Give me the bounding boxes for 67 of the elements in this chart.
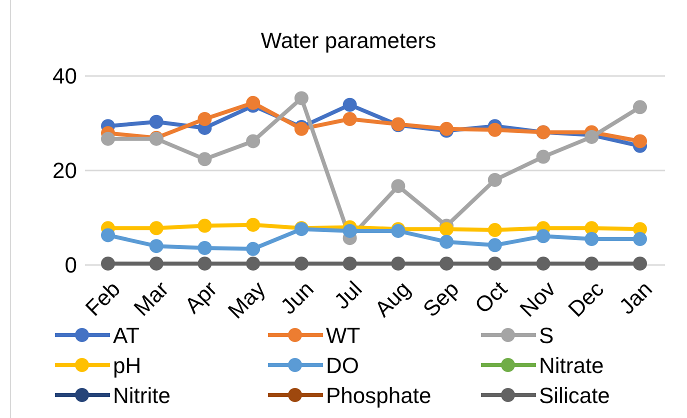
point: [246, 134, 260, 148]
point: [198, 112, 212, 126]
x-tick-label: Apr: [180, 276, 222, 318]
legend-label: Nitrite: [113, 383, 170, 408]
legend-label: Nitrate: [539, 353, 604, 378]
point: [536, 256, 550, 271]
legend-label: Phosphate: [326, 383, 432, 408]
x-tick-label: Jan: [614, 276, 657, 320]
point: [246, 218, 260, 232]
point: [488, 238, 502, 252]
chart-title: Water parameters: [260, 28, 436, 53]
legend-label: DO: [326, 353, 359, 378]
point: [633, 100, 647, 114]
point: [536, 229, 550, 244]
point: [149, 221, 164, 236]
point: [440, 234, 454, 249]
point: [294, 256, 308, 271]
x-tick-label: Jun: [276, 276, 318, 320]
point: [488, 172, 502, 187]
x-tick-label: Oct: [470, 276, 512, 318]
point: [198, 152, 212, 166]
point: [440, 222, 454, 236]
point: [342, 256, 357, 271]
point: [342, 224, 357, 238]
point: [149, 256, 164, 271]
x-tick-label: Nov: [514, 276, 560, 322]
point: [294, 91, 308, 106]
point: [101, 132, 115, 146]
point: [488, 223, 502, 238]
point: [198, 240, 212, 255]
point: [391, 256, 406, 271]
point: [488, 256, 502, 271]
x-tick-label: Feb: [80, 276, 125, 321]
point: [584, 256, 599, 271]
point: [246, 256, 260, 271]
point: [633, 134, 647, 148]
point: [149, 239, 164, 254]
legend-label: Silicate: [539, 383, 610, 408]
point: [101, 228, 115, 242]
point: [342, 98, 357, 112]
point: [391, 179, 406, 194]
point: [246, 96, 260, 110]
point: [633, 232, 647, 246]
point: [149, 114, 164, 129]
point: [342, 112, 357, 126]
x-tick-label: Mar: [128, 276, 174, 321]
point: [246, 242, 260, 256]
y-tick-label: 40: [52, 64, 77, 89]
point: [440, 256, 454, 271]
x-tick-label: Sep: [418, 276, 464, 322]
point: [584, 232, 599, 246]
legend-label: WT: [326, 323, 360, 348]
point: [633, 256, 647, 271]
legend-label: S: [539, 323, 554, 348]
point: [198, 218, 212, 233]
legend-label: pH: [113, 353, 142, 378]
x-tick-label: Aug: [370, 276, 416, 322]
y-tick-label: 0: [64, 252, 77, 278]
x-tick-label: Dec: [563, 276, 609, 322]
x-tick-label: Jul: [329, 276, 367, 314]
point: [488, 122, 502, 137]
point: [101, 256, 115, 271]
y-tick-label: 20: [52, 158, 77, 184]
x-tick-label: May: [223, 276, 270, 324]
point: [198, 256, 212, 271]
legend-label: AT: [113, 323, 140, 348]
point: [536, 150, 550, 164]
